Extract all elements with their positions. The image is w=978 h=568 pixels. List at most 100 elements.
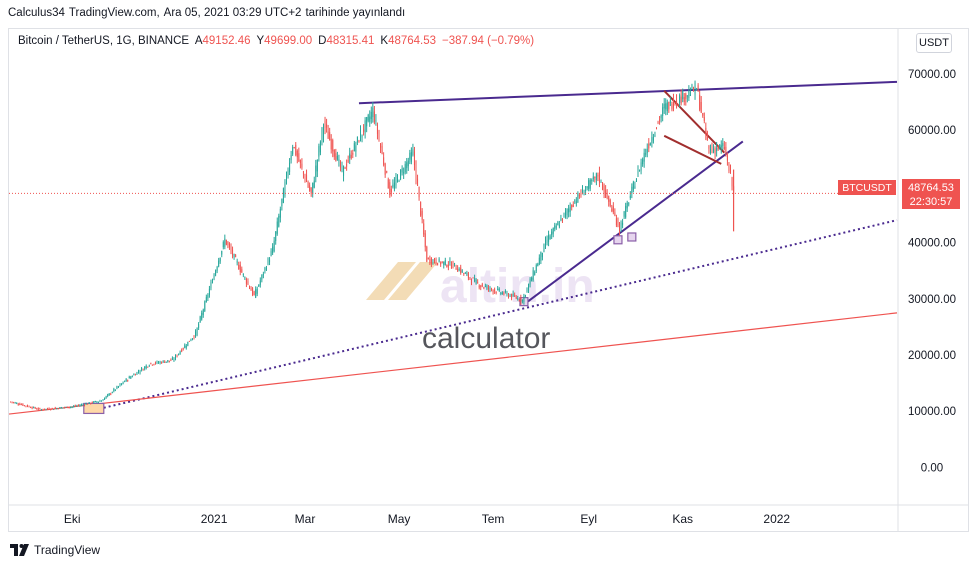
candle-body <box>639 170 641 172</box>
candle-body <box>504 290 506 292</box>
candle-body <box>45 408 47 410</box>
candle-body <box>107 394 109 396</box>
candle-body <box>608 196 610 202</box>
y-tick-label: 70000.00 <box>908 69 956 81</box>
candle-body <box>569 207 571 212</box>
candle-body <box>88 402 90 404</box>
candle-body <box>324 120 326 128</box>
candle-body <box>93 401 95 404</box>
candle-body <box>190 340 192 342</box>
candle-body <box>90 402 92 404</box>
candle-body <box>293 147 295 149</box>
candle-body <box>563 212 565 217</box>
candle-body <box>269 259 271 263</box>
candle-body <box>600 180 602 182</box>
candle-body <box>623 211 625 217</box>
x-tick-label: May <box>388 512 411 526</box>
candle-body <box>82 404 84 406</box>
candle-body <box>316 159 318 172</box>
watermark-logo-icon <box>366 262 438 300</box>
candle-body <box>196 327 198 336</box>
currency-button[interactable]: USDT <box>916 33 952 53</box>
candle-body <box>668 102 670 110</box>
candle-body <box>110 393 112 395</box>
candle-body <box>520 297 522 302</box>
candle-body <box>521 299 523 302</box>
candle-body <box>706 132 708 140</box>
candle-body <box>108 393 110 396</box>
candle-body <box>347 160 349 162</box>
candle-body <box>336 155 338 160</box>
candle-body <box>113 389 115 392</box>
highlight-box <box>83 402 105 415</box>
candle-body <box>310 187 312 194</box>
candle-body <box>555 226 557 228</box>
candle-body <box>500 292 502 294</box>
x-tick-label: Mar <box>295 512 316 526</box>
candle-body <box>164 361 166 363</box>
candle-body <box>595 173 597 181</box>
candle-body <box>685 93 687 99</box>
candle-body <box>552 227 554 234</box>
candle-body <box>634 186 636 189</box>
candle-body <box>369 116 371 122</box>
candle-body <box>22 403 24 406</box>
candle-body <box>450 264 452 269</box>
symbol-description[interactable]: Bitcoin / TetherUS, 1G, BINANCE <box>18 35 190 47</box>
candle-body <box>591 180 593 182</box>
author-name[interactable]: Calculus34 <box>8 7 65 19</box>
candle-body <box>168 360 170 362</box>
candle-body <box>557 222 559 226</box>
candle-body <box>509 295 511 297</box>
candle-body <box>343 165 345 176</box>
candle-body <box>665 103 667 110</box>
candle-body <box>64 407 65 409</box>
candle-body <box>415 162 417 181</box>
candle-body <box>307 181 309 188</box>
candle-body <box>457 268 459 272</box>
candle-body <box>540 251 542 261</box>
candle-body <box>722 143 724 147</box>
candle-body <box>319 141 321 153</box>
candle-body <box>239 264 241 273</box>
candle-body <box>225 239 227 245</box>
candle-body <box>309 185 311 191</box>
candle-body <box>424 233 426 248</box>
candle-body <box>534 272 536 276</box>
candle-body <box>702 113 704 116</box>
candle-body <box>611 208 613 212</box>
candle-body <box>526 287 528 291</box>
candle-body <box>464 272 466 274</box>
candle-body <box>682 90 684 100</box>
candle-body <box>68 407 70 409</box>
candle-body <box>713 148 715 153</box>
candle-body <box>381 145 383 154</box>
footer-brand[interactable]: TradingView <box>34 543 101 557</box>
candle-body <box>543 243 545 253</box>
watermark: altin.in calculator <box>366 260 595 355</box>
candle-body <box>612 206 614 213</box>
candle-body <box>54 407 56 409</box>
low-value: 48315.41 <box>326 35 375 47</box>
candle-body <box>561 218 563 221</box>
candle-body <box>531 277 533 282</box>
candle-body <box>437 263 439 266</box>
candle-body <box>657 121 659 123</box>
site-name: TradingView.com, <box>68 7 160 19</box>
candle-body <box>401 168 403 173</box>
candle-body <box>227 241 229 245</box>
candle-body <box>528 284 530 291</box>
candle-body <box>446 264 448 267</box>
candle-body <box>683 97 685 102</box>
candle-body <box>198 323 200 328</box>
candle-body <box>111 392 113 394</box>
candle-body <box>158 362 160 364</box>
candle-body <box>598 172 600 183</box>
candle-body <box>549 236 551 240</box>
candle-body <box>620 222 622 232</box>
candle-body <box>104 397 106 400</box>
candle-body <box>27 405 28 407</box>
candle-body <box>208 288 210 296</box>
candle-body <box>133 374 135 376</box>
